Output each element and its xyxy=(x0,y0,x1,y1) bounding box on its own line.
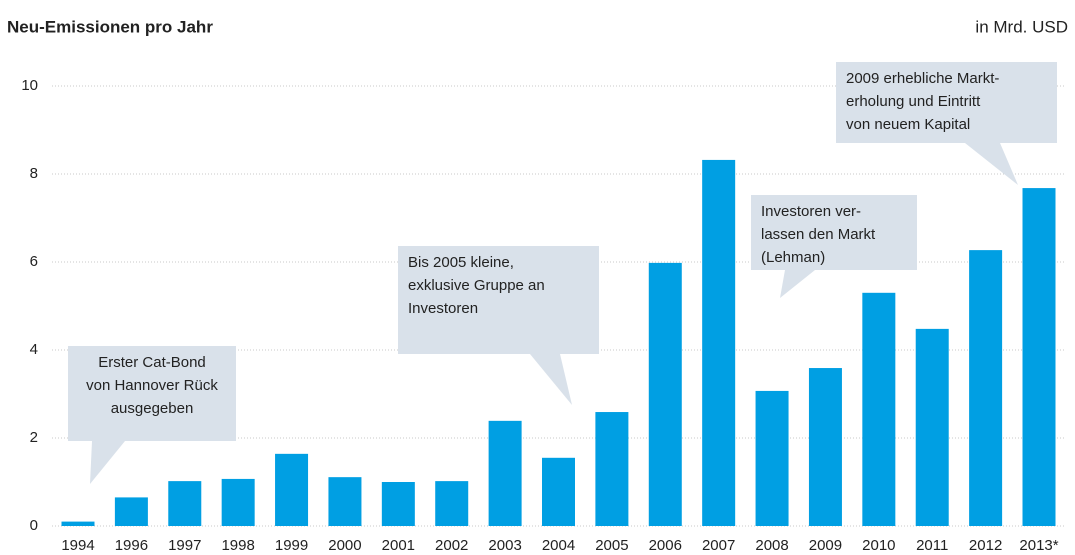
x-tick-label: 1996 xyxy=(115,537,148,554)
unit-label: in Mrd. USD xyxy=(975,17,1068,36)
bar xyxy=(702,159,736,527)
bar xyxy=(61,521,95,526)
x-tick-label: 2004 xyxy=(542,537,575,554)
y-tick-label: 6 xyxy=(30,253,38,270)
bar xyxy=(915,328,949,526)
x-tick-label: 1997 xyxy=(168,537,201,554)
x-tick-label: 2001 xyxy=(382,537,415,554)
y-tick-label: 4 xyxy=(30,341,38,358)
bar xyxy=(595,412,629,526)
x-tick-label: 2013* xyxy=(1019,537,1058,554)
callout-text: exklusive Gruppe an xyxy=(408,277,545,294)
x-tick-label: 2011 xyxy=(916,537,948,554)
callout-box xyxy=(836,62,1057,143)
x-tick-label: 2008 xyxy=(755,537,788,554)
bar xyxy=(755,390,789,526)
bar xyxy=(969,250,1003,526)
bar xyxy=(1022,188,1056,526)
bar xyxy=(168,481,202,526)
callout-text: Erster Cat-Bond xyxy=(98,354,206,371)
bar xyxy=(488,420,522,526)
x-tick-label: 1994 xyxy=(61,537,94,554)
bar xyxy=(221,478,255,526)
x-tick-label: 2003 xyxy=(488,537,521,554)
callout-text: von Hannover Rück xyxy=(86,377,218,394)
y-tick-label: 2 xyxy=(30,429,38,446)
callout-text: erholung und Eintritt xyxy=(846,93,981,110)
callout-text: von neuem Kapital xyxy=(846,116,970,133)
chart-title: Neu-Emissionen pro Jahr xyxy=(7,17,213,36)
bar xyxy=(435,481,469,526)
callout-text: lassen den Markt xyxy=(761,226,876,243)
callout-text: (Lehman) xyxy=(761,249,825,266)
bar xyxy=(381,482,415,526)
y-tick-label: 0 xyxy=(30,517,38,534)
callout-text: Bis 2005 kleine, xyxy=(408,254,514,271)
callout-box xyxy=(751,195,917,270)
callout-box xyxy=(68,346,236,441)
bar xyxy=(275,453,309,526)
bar xyxy=(114,497,148,526)
x-tick-label: 2009 xyxy=(809,537,842,554)
callout-pointer xyxy=(780,270,815,298)
x-tick-label: 2005 xyxy=(595,537,628,554)
callout-text: ausgegeben xyxy=(111,400,194,417)
bar xyxy=(862,292,896,526)
callout-text: Investoren xyxy=(408,300,478,317)
bar xyxy=(648,262,682,526)
x-tick-label: 1998 xyxy=(221,537,254,554)
x-tick-label: 2002 xyxy=(435,537,468,554)
callout-box xyxy=(398,246,599,354)
bar xyxy=(542,457,575,526)
bar xyxy=(328,477,362,526)
bar xyxy=(808,368,842,526)
y-tick-label: 8 xyxy=(30,165,38,182)
x-tick-label: 2007 xyxy=(702,537,735,554)
x-tick-label: 2000 xyxy=(328,537,361,554)
callout-pointer xyxy=(530,354,572,405)
callout-pointer xyxy=(965,143,1018,185)
x-tick-label: 2012 xyxy=(969,537,1002,554)
x-tick-label: 2010 xyxy=(862,537,895,554)
x-tick-label: 1999 xyxy=(275,537,308,554)
callout-text: 2009 erhebliche Markt- xyxy=(846,70,999,87)
x-tick-label: 2006 xyxy=(649,537,682,554)
callout-text: Investoren ver- xyxy=(761,203,861,220)
callout-pointer xyxy=(90,441,125,484)
y-tick-label: 10 xyxy=(21,77,38,94)
